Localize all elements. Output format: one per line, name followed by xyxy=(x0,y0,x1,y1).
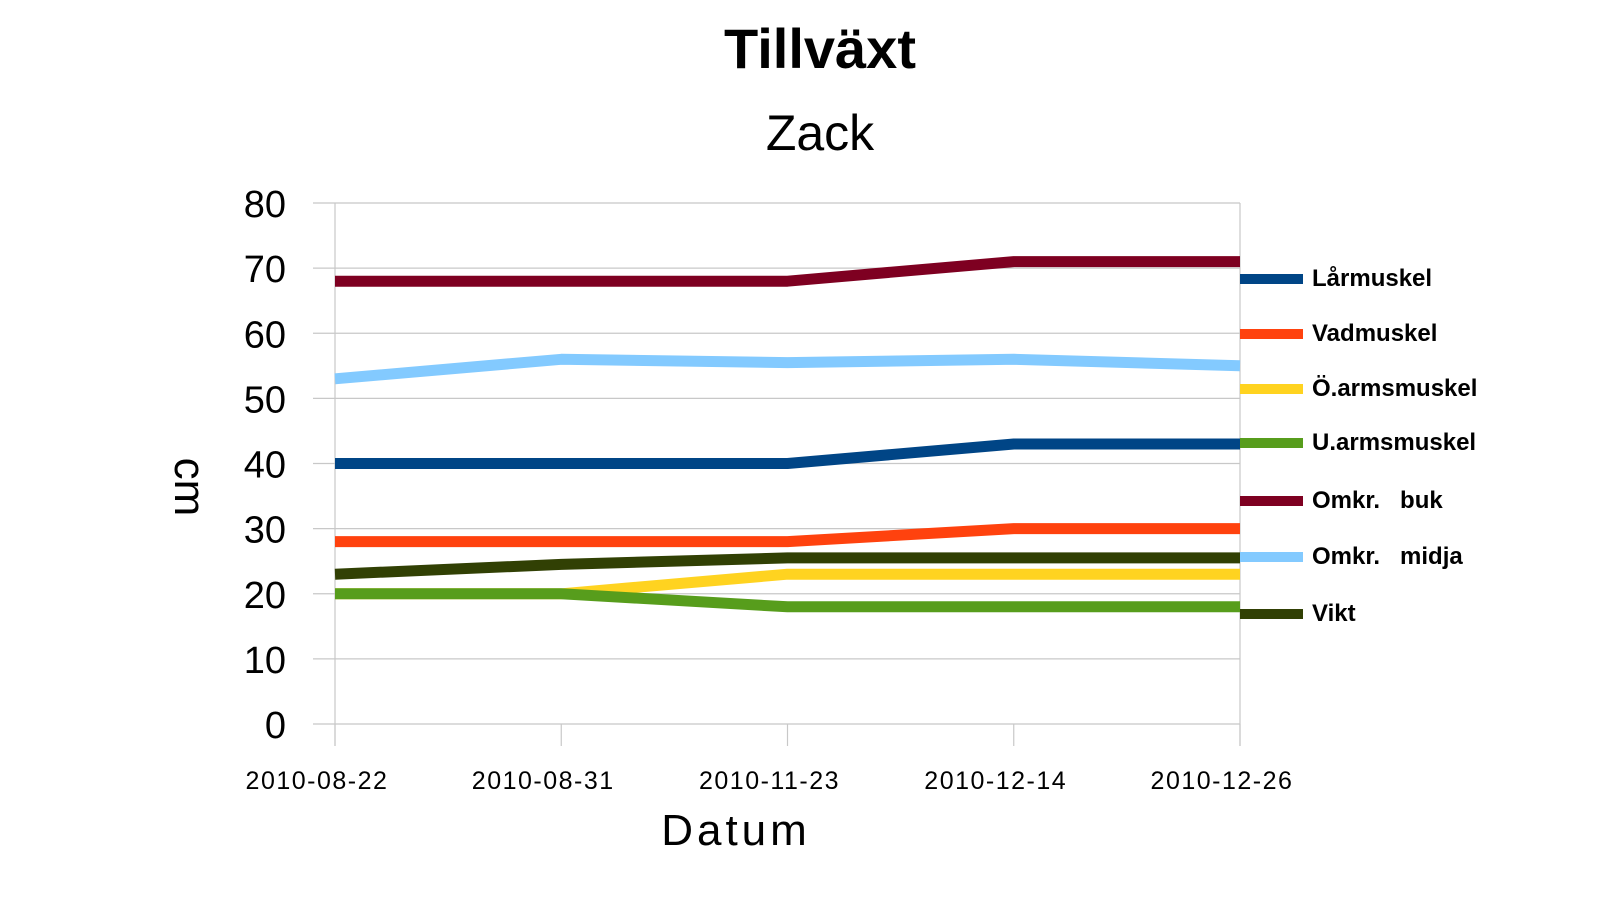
y-tick-label: 20 xyxy=(244,575,286,617)
chart-title: Tillväxt xyxy=(724,17,916,80)
series-line xyxy=(334,552,1240,580)
legend-label: Vadmuskel xyxy=(1312,320,1437,347)
y-tick-label: 0 xyxy=(265,705,286,747)
series-line xyxy=(335,256,1240,287)
x-tick-label: 2010-12-26 xyxy=(1151,767,1294,795)
y-tick-label: 10 xyxy=(244,640,286,682)
y-tick-label: 30 xyxy=(244,510,286,552)
legend-swatch xyxy=(1240,609,1303,619)
x-tick-label: 2010-11-23 xyxy=(699,767,840,795)
y-axis-label: cm xyxy=(165,458,214,517)
x-tick-label: 2010-08-31 xyxy=(472,767,615,795)
series-line xyxy=(335,588,1240,613)
x-tick-label: 2010-12-14 xyxy=(924,767,1067,795)
series-line xyxy=(334,353,1241,385)
series-line xyxy=(335,523,1240,548)
legend-label: Omkr. buk xyxy=(1312,487,1443,514)
axis-layer: 0 10 20 30 40 50 60 70 80 2010-08-22 2010-08-31 201… xyxy=(244,184,1294,795)
y-tick-label: 60 xyxy=(244,314,286,356)
legend-label: Lårmuskel xyxy=(1312,265,1432,292)
legend-swatch xyxy=(1240,438,1303,448)
legend-swatch xyxy=(1240,496,1303,506)
x-axis-label: Datum xyxy=(661,806,811,855)
legend-swatch xyxy=(1240,552,1303,562)
y-tick-label: 40 xyxy=(244,445,286,487)
series-line xyxy=(335,438,1240,469)
y-tick-label: 50 xyxy=(244,379,286,421)
y-tick-label: 80 xyxy=(244,184,286,226)
legend-swatch xyxy=(1240,384,1303,394)
legend-swatch xyxy=(1240,274,1303,284)
legend-label: Vikt xyxy=(1312,600,1356,627)
legend-label: Ö.armsmuskel xyxy=(1312,375,1477,402)
legend-label: U.armsmuskel xyxy=(1312,429,1476,456)
chart-subtitle: Zack xyxy=(766,105,875,161)
legend-label: Omkr. midja xyxy=(1312,543,1463,570)
legend-swatch xyxy=(1240,329,1303,339)
x-tick-label: 2010-08-22 xyxy=(246,767,389,795)
series-layer xyxy=(334,256,1241,613)
y-tick-label: 70 xyxy=(244,249,286,291)
legend: Lårmuskel Vadmuskel Ö.armsmuskel U.armsmusk… xyxy=(1240,265,1477,627)
